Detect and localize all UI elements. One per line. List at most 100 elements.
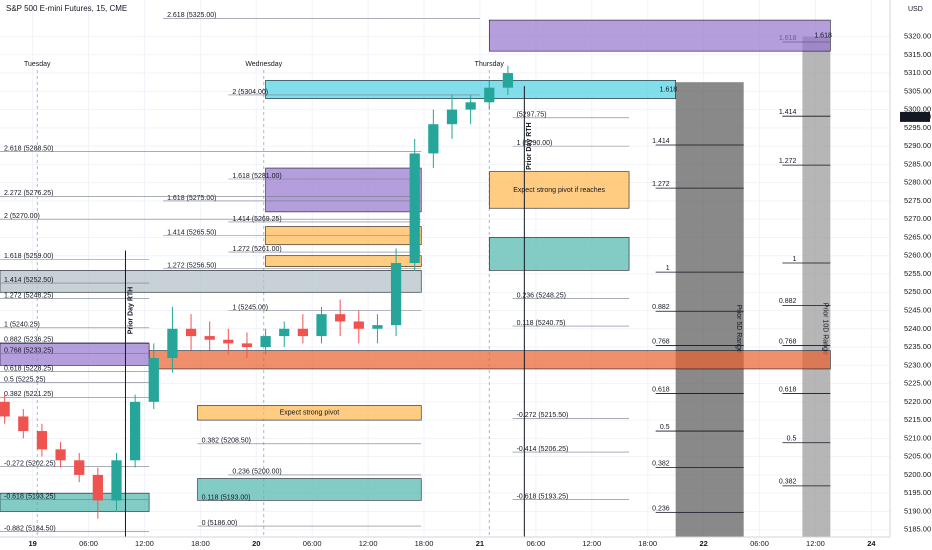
candle-body bbox=[130, 401, 141, 461]
candle-body bbox=[260, 336, 271, 348]
y-tick-label: 5215.00 bbox=[904, 415, 931, 424]
fib-label: 1.618 (5259.00) bbox=[4, 253, 53, 260]
candle-body bbox=[55, 449, 66, 461]
candle-body bbox=[167, 328, 178, 358]
fib-label: 1 (5240.25) bbox=[4, 322, 40, 329]
range-level-label: 0.236 bbox=[652, 505, 670, 512]
zone-label: 1.618 bbox=[814, 32, 832, 39]
y-tick-label: 5235.00 bbox=[904, 342, 931, 351]
rth-label: Prior Day RTH bbox=[526, 122, 533, 169]
candle-body bbox=[204, 336, 215, 340]
x-tick-label: 06:00 bbox=[750, 539, 769, 548]
range-box bbox=[802, 36, 831, 538]
day-label: Wednesday bbox=[245, 61, 282, 68]
fib-label: 1 (5245.00) bbox=[232, 304, 268, 311]
range-level-label: 0.768 bbox=[652, 338, 670, 345]
range-level-label: 0.382 bbox=[779, 479, 797, 486]
y-tick-label: 5230.00 bbox=[904, 360, 931, 369]
candle-body bbox=[185, 328, 197, 337]
candle-body bbox=[390, 263, 402, 326]
y-tick-label: 5205.00 bbox=[904, 452, 931, 461]
y-tick-label: 5285.00 bbox=[904, 159, 931, 168]
y-tick-label: 5290.00 bbox=[904, 141, 931, 150]
range-level-label: 0.5 bbox=[660, 424, 670, 431]
fib-label: (5297.75) bbox=[517, 112, 547, 119]
y-tick-label: 5225.00 bbox=[904, 379, 931, 388]
y-tick-label: 5185.00 bbox=[904, 525, 931, 534]
fib-label: -0.414 (5206.25) bbox=[517, 446, 569, 453]
zone bbox=[0, 343, 150, 366]
y-tick-label: 5265.00 bbox=[904, 232, 931, 241]
zone bbox=[148, 350, 831, 370]
fib-label: 0.768 (5233.25) bbox=[4, 347, 53, 354]
zone-label: 1.618 bbox=[660, 86, 678, 93]
y-tick-label: 5310.00 bbox=[904, 68, 931, 77]
range-level-label: 1.414 bbox=[652, 138, 670, 145]
fib-label: 1 (5290.00) bbox=[517, 140, 553, 147]
time-axis-bg bbox=[0, 537, 890, 550]
y-tick-label: 5190.00 bbox=[904, 506, 931, 515]
fib-label: 1.414 (5265.50) bbox=[167, 229, 216, 236]
range-level-label: 1.414 bbox=[779, 109, 797, 116]
range-level-label: 1.272 bbox=[779, 158, 797, 165]
fib-label: 0.382 (5208.50) bbox=[202, 438, 251, 445]
fib-label: 2 (5270.00) bbox=[4, 213, 40, 220]
fib-label: -0.618 (5193.25) bbox=[517, 493, 569, 500]
y-tick-label: 5270.00 bbox=[904, 214, 931, 223]
candle-body bbox=[279, 328, 290, 337]
chart-title: S&P 500 E-mini Futures, 15, CME bbox=[6, 4, 127, 13]
axes: 5185.00 5190.00 5195.00 5200.00 5205.00 5210.… bbox=[28, 32, 931, 548]
fib-label: -0.618 (5193.25) bbox=[4, 493, 56, 500]
range-level-label: 0.618 bbox=[652, 386, 670, 393]
fib-label: 1.272 (5248.25) bbox=[4, 292, 53, 299]
x-tick-label: 06:00 bbox=[79, 539, 98, 548]
y-tick-label: 5210.00 bbox=[904, 433, 931, 442]
fib-label: 0.236 (5200.00) bbox=[232, 469, 281, 476]
fib-label: 0 (5186.00) bbox=[202, 520, 238, 527]
zone bbox=[488, 171, 630, 209]
fib-label: 1.618 (5275.00) bbox=[167, 195, 216, 202]
x-tick-label: 12:00 bbox=[135, 539, 154, 548]
fib-label: 1.618 (5281.00) bbox=[232, 173, 281, 180]
x-tick-label: 18:00 bbox=[191, 539, 210, 548]
fib-label: -0.882 (5184.50) bbox=[4, 525, 56, 532]
candle-body bbox=[148, 358, 159, 402]
day-label: Thursday bbox=[475, 61, 505, 68]
y-tick-label: 5275.00 bbox=[904, 196, 931, 205]
candle-body bbox=[223, 339, 234, 344]
x-tick-label: 22 bbox=[699, 539, 707, 548]
fib-label: 2.618 (5288.50) bbox=[4, 145, 53, 152]
fib-label: 0.118 (5240.75) bbox=[517, 320, 566, 327]
range-level-label: 0.618 bbox=[779, 386, 797, 393]
x-tick-label: 18:00 bbox=[638, 539, 657, 548]
y-tick-label: 5305.00 bbox=[904, 86, 931, 95]
last-price-label: 5298.00 bbox=[904, 112, 931, 121]
x-tick-label: 19 bbox=[28, 539, 36, 548]
fib-label: 0.236 (5248.25) bbox=[517, 292, 566, 299]
rth-label: Prior Day RTH bbox=[127, 287, 134, 334]
range-level-label: 0.5 bbox=[787, 436, 797, 443]
zone bbox=[265, 255, 422, 267]
currency: USD bbox=[908, 6, 923, 13]
range-box bbox=[675, 82, 744, 537]
last-price-tag bbox=[900, 111, 930, 122]
candle-body bbox=[111, 460, 122, 501]
candle-body bbox=[241, 343, 253, 348]
range-level-label: 0.382 bbox=[652, 460, 670, 467]
candle-body bbox=[36, 431, 48, 450]
x-tick-label: 12:00 bbox=[359, 539, 378, 548]
fib-label: 1.414 (5252.50) bbox=[4, 277, 53, 284]
fib-label: 0.5 (5225.25) bbox=[4, 377, 46, 384]
fib-label: 0.118 (5193.00) bbox=[202, 494, 251, 501]
x-tick-label: 24 bbox=[867, 539, 876, 548]
y-tick-label: 5200.00 bbox=[904, 470, 931, 479]
y-tick-label: 5220.00 bbox=[904, 397, 931, 406]
candle-body bbox=[353, 321, 364, 329]
candle-body bbox=[465, 102, 476, 110]
candle-body bbox=[297, 328, 309, 337]
y-tick-label: 5315.00 bbox=[904, 50, 931, 59]
candle-body bbox=[92, 474, 103, 501]
candle-body bbox=[74, 460, 85, 475]
x-tick-label: 21 bbox=[476, 539, 484, 548]
y-tick-label: 5320.00 bbox=[904, 32, 931, 41]
